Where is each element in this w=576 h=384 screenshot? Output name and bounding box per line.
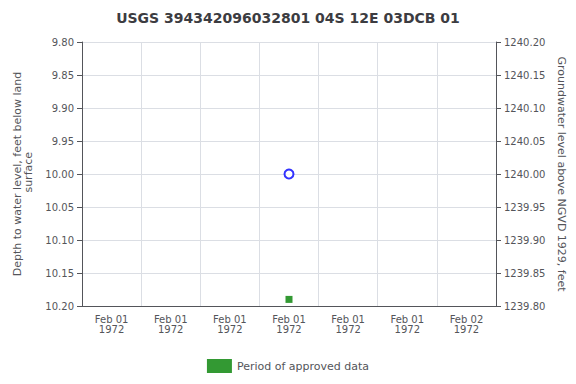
svg-text:USGS 394342096032801 04S 12E 0: USGS 394342096032801 04S 12E 03DCB 01 bbox=[116, 10, 460, 26]
svg-text:surface: surface bbox=[22, 152, 35, 196]
svg-text:10.15: 10.15 bbox=[45, 268, 74, 279]
svg-text:1972: 1972 bbox=[276, 324, 301, 335]
svg-text:10.20: 10.20 bbox=[45, 301, 74, 312]
svg-text:Groundwater level above NGVD 1: Groundwater level above NGVD 1929, feet bbox=[555, 56, 568, 292]
svg-text:Feb 01: Feb 01 bbox=[331, 313, 365, 325]
svg-text:Feb 01: Feb 01 bbox=[213, 313, 247, 325]
svg-text:Feb 02: Feb 02 bbox=[449, 313, 484, 325]
svg-text:1972: 1972 bbox=[454, 324, 479, 335]
svg-text:9.90: 9.90 bbox=[52, 103, 74, 114]
svg-text:1239.85: 1239.85 bbox=[504, 268, 545, 279]
svg-text:Period of approved data: Period of approved data bbox=[237, 360, 369, 373]
svg-text:1240.10: 1240.10 bbox=[504, 103, 545, 114]
svg-text:1240.15: 1240.15 bbox=[504, 70, 545, 81]
svg-text:Feb 01: Feb 01 bbox=[272, 313, 306, 325]
svg-text:Feb 01: Feb 01 bbox=[153, 313, 188, 325]
svg-text:1972: 1972 bbox=[395, 324, 420, 335]
svg-text:10.00: 10.00 bbox=[45, 169, 74, 180]
svg-text:Depth to water level, feet bel: Depth to water level, feet below land bbox=[11, 71, 25, 277]
svg-text:9.95: 9.95 bbox=[52, 136, 74, 147]
svg-text:1239.80: 1239.80 bbox=[504, 301, 545, 312]
svg-text:10.10: 10.10 bbox=[45, 235, 74, 246]
svg-text:1240.00: 1240.00 bbox=[504, 169, 545, 180]
svg-text:Feb 01: Feb 01 bbox=[390, 313, 425, 325]
svg-text:Feb 01: Feb 01 bbox=[94, 313, 129, 325]
svg-text:1239.90: 1239.90 bbox=[504, 235, 545, 246]
svg-text:9.85: 9.85 bbox=[52, 70, 74, 81]
svg-text:1972: 1972 bbox=[217, 324, 242, 335]
svg-text:1239.95: 1239.95 bbox=[504, 202, 545, 213]
svg-text:1972: 1972 bbox=[158, 324, 183, 335]
svg-text:1240.20: 1240.20 bbox=[504, 37, 545, 48]
svg-text:9.80: 9.80 bbox=[52, 37, 74, 48]
svg-text:1972: 1972 bbox=[335, 324, 360, 335]
svg-text:10.05: 10.05 bbox=[45, 202, 74, 213]
svg-text:1240.05: 1240.05 bbox=[504, 136, 545, 147]
svg-text:1972: 1972 bbox=[99, 324, 124, 335]
